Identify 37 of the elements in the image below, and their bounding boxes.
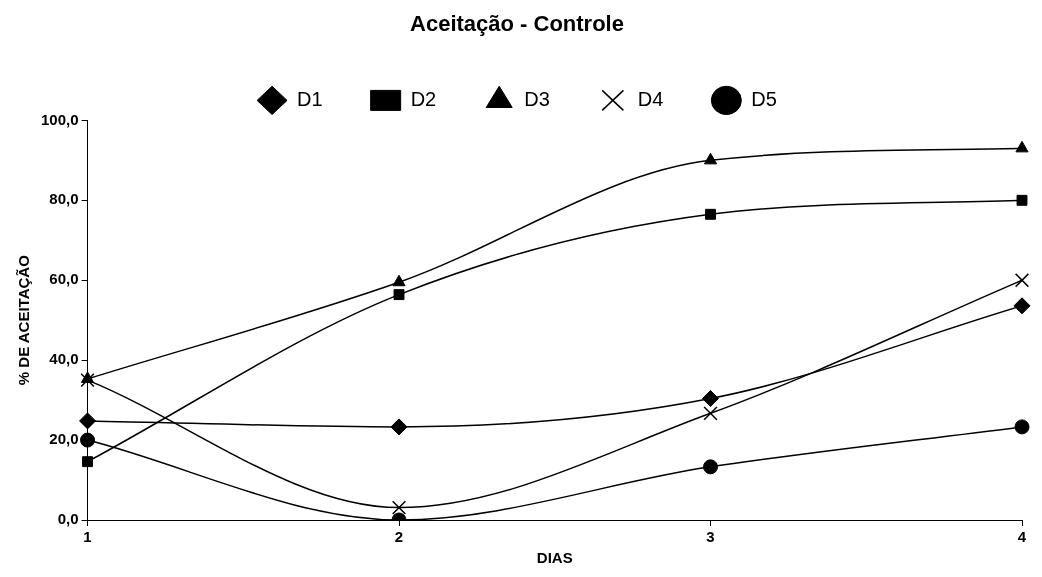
point	[703, 152, 718, 165]
x-tick-label: 1	[83, 528, 92, 546]
y-tick-label: 100,0	[40, 110, 79, 128]
y-tick-label: 60,0	[49, 270, 79, 288]
x-axis-title: DIAS	[536, 549, 573, 567]
y-tick-label: 80,0	[49, 190, 79, 208]
legend-label: D1	[297, 87, 323, 110]
point	[1016, 194, 1028, 206]
point	[1015, 140, 1029, 153]
point	[1013, 297, 1031, 315]
legend-label: D2	[410, 87, 437, 110]
point	[393, 289, 405, 301]
point	[392, 274, 406, 287]
point	[80, 371, 95, 383]
x-tick-label: 2	[394, 528, 404, 546]
point	[80, 432, 96, 448]
point	[702, 390, 720, 408]
point	[82, 456, 93, 468]
y-tick-label: 20,0	[49, 430, 79, 448]
y-tick-label: 0,0	[57, 510, 79, 528]
point	[79, 412, 97, 430]
legend-label: D3	[524, 87, 550, 110]
point	[703, 459, 719, 475]
point	[1014, 419, 1030, 435]
y-tick-label: 40,0	[49, 350, 79, 368]
legend-label: D5	[751, 87, 777, 110]
point	[390, 418, 408, 436]
point	[705, 208, 716, 220]
point	[703, 406, 718, 421]
point	[80, 373, 95, 388]
chart-title: Aceitação - Controle	[410, 11, 624, 37]
x-tick-label: 3	[706, 528, 715, 546]
point	[1014, 273, 1030, 288]
x-tick-label: 4	[1017, 528, 1027, 546]
point	[391, 500, 407, 515]
y-axis-title: % DE ACEITAÇÃO	[15, 254, 33, 386]
legend-label: D4	[637, 87, 664, 110]
